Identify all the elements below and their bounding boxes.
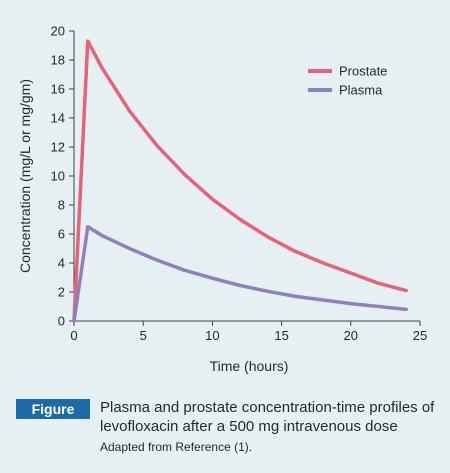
y-tick-label: 18: [51, 53, 65, 68]
series-line-plasma: [72, 225, 408, 323]
y-tick-label: 16: [51, 82, 65, 97]
chart: 0 2 4 6 8 10 12 14 16 18 20 0 5 10 15 20 25 Prostate Plas…: [17, 24, 428, 375]
x-axis-title: Time (hours): [210, 358, 289, 374]
y-tick-label: 10: [51, 169, 65, 184]
caption-text: Plasma and prostate concentration-time p…: [100, 399, 435, 435]
x-tick-label: 10: [205, 328, 219, 343]
y-tick-label: 0: [58, 314, 65, 329]
series-line-prostate: [72, 39, 408, 323]
x-tick-label: 0: [70, 328, 77, 343]
x-tick-label: 15: [274, 328, 288, 343]
chart-series: [72, 39, 408, 323]
y-tick-label: 4: [58, 256, 65, 271]
y-tick-label: 8: [58, 198, 65, 213]
figure-badge: Figure: [16, 399, 90, 419]
legend-label-plasma: Plasma: [339, 83, 383, 98]
x-tick-label: 25: [413, 328, 427, 343]
y-tick-label: 14: [51, 111, 65, 126]
y-tick-label: 12: [51, 140, 65, 155]
chart-axes: 0 2 4 6 8 10 12 14 16 18 20 0 5 10 15 20 25: [51, 24, 428, 344]
x-tick-label: 5: [140, 328, 147, 343]
chart-legend: Prostate Plasma: [308, 64, 387, 98]
caption-source: Adapted from Reference (1).: [100, 440, 253, 454]
y-tick-label: 2: [58, 285, 65, 300]
legend-label-prostate: Prostate: [339, 64, 387, 79]
y-tick-label: 20: [51, 24, 65, 39]
x-tick-label: 20: [344, 328, 358, 343]
y-axis-title: Concentration (mg/L or mg/gm): [17, 79, 33, 273]
y-tick-label: 6: [58, 227, 65, 242]
